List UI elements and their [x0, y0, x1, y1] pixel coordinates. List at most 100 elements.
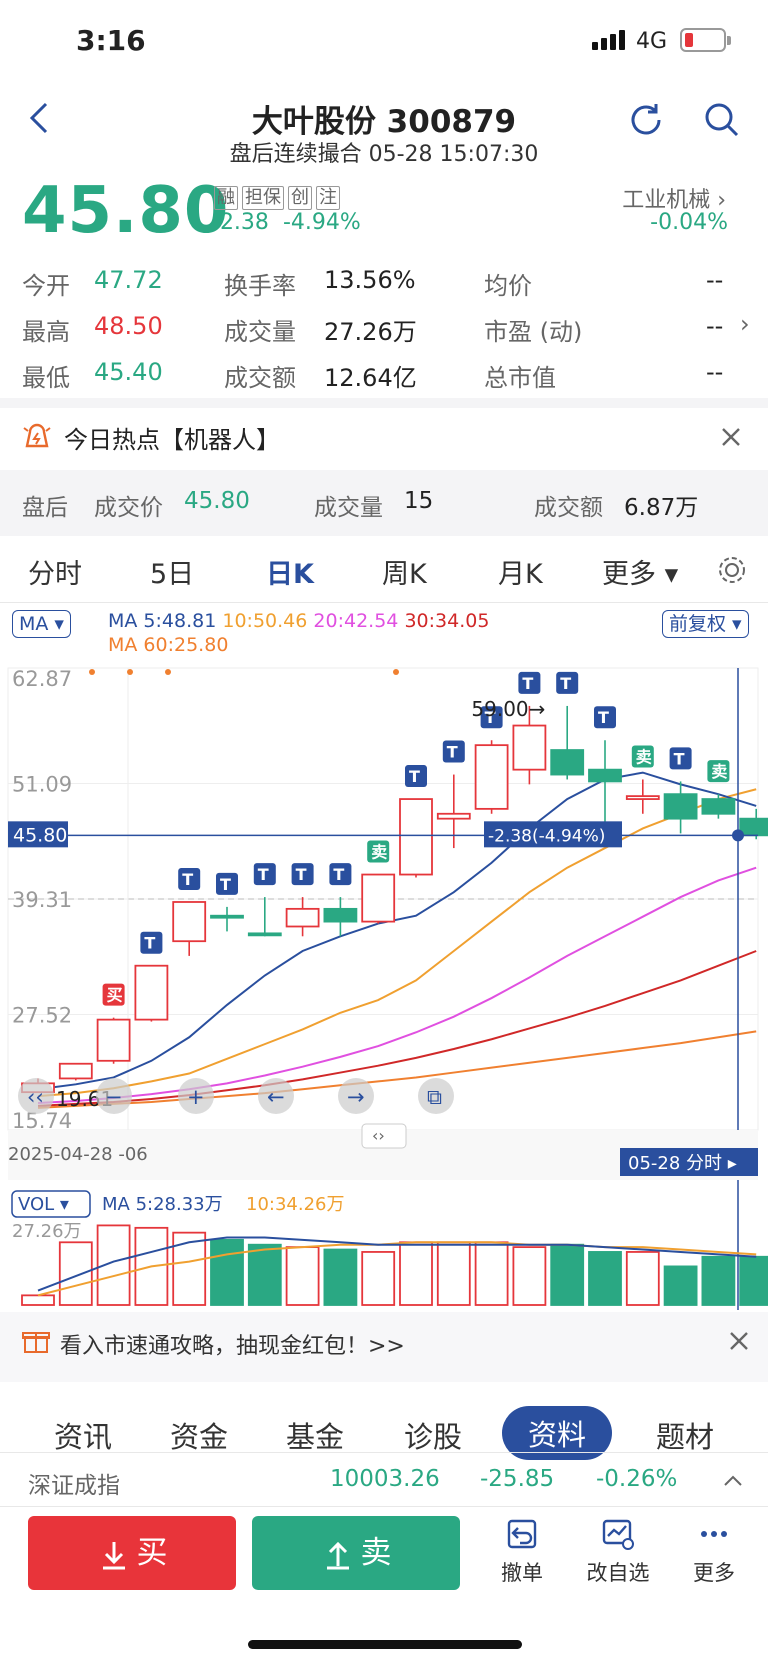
page-subtitle: 盘后连续撮合 05-28 15:07:30 — [229, 142, 539, 167]
chart-tool-button — [18, 1078, 54, 1114]
tag: 担保 — [242, 186, 284, 210]
signal-badge — [140, 931, 163, 954]
tab-diagnosis[interactable]: 诊股 — [404, 1420, 463, 1454]
candle-body — [134, 964, 169, 1021]
signal-badge — [631, 745, 654, 768]
drag-handle-glyph: ‹› — [372, 1126, 385, 1145]
candle-body — [323, 907, 358, 923]
tabs-divider — [0, 602, 768, 603]
after-price-value: 45.80 — [184, 488, 250, 514]
candle-body — [247, 932, 282, 937]
signal-badge — [442, 740, 465, 763]
high-label: 最高 — [22, 318, 70, 346]
cancel-order-button[interactable]: 撤单 — [482, 1516, 562, 1587]
undo-icon — [507, 1519, 537, 1549]
volume-bar — [474, 1241, 509, 1306]
trade-actions: 买 卖 撤单 改自选 更多 — [0, 1508, 768, 1628]
vol-selector-label: VOL ▾ — [18, 1194, 69, 1215]
signal-label: T — [333, 865, 344, 884]
signal-badge — [669, 747, 692, 770]
low-value: 45.40 — [94, 358, 163, 386]
price-tag — [8, 821, 68, 848]
more-button[interactable]: 更多 — [674, 1516, 754, 1587]
refresh-icon[interactable] — [626, 100, 666, 144]
tab-daily-k[interactable]: 日K — [266, 559, 314, 590]
tab-news[interactable]: 资讯 — [54, 1420, 113, 1454]
tab-more[interactable]: 更多 ▾ — [602, 559, 679, 590]
volume-bar — [285, 1246, 320, 1306]
close-banner-icon[interactable] — [728, 1330, 750, 1356]
index-divider-top — [0, 1452, 768, 1453]
y-tick-label: 15.74 — [12, 1109, 72, 1133]
chart-tool-button — [258, 1078, 294, 1114]
promo-text[interactable]: 看入市速通攻略，抽现金红包！>> — [60, 1334, 405, 1359]
chevron-up-icon[interactable] — [722, 1468, 744, 1494]
vol-ma5-line — [37, 1236, 757, 1292]
chart-tool-glyph: → — [347, 1085, 365, 1109]
signal-badge — [253, 863, 276, 886]
volume-bar — [739, 1255, 768, 1306]
tag: 创 — [288, 186, 312, 210]
signal-badge — [405, 765, 427, 788]
promo-banner — [0, 1312, 768, 1382]
alarm-icon — [22, 420, 52, 454]
tab-profile[interactable]: 资料 — [502, 1406, 613, 1460]
signal-label: T — [220, 875, 231, 894]
info-tabs: 资讯 资金 基金 诊股 资料 题材 — [0, 1400, 768, 1460]
ma-values: MA 5:48.81 10:50.46 20:42.54 30:34.05 — [108, 610, 490, 632]
signal-badge — [707, 760, 730, 783]
close-icon[interactable] — [720, 426, 742, 452]
edit-watchlist-button[interactable]: 改自选 — [578, 1516, 658, 1587]
signal-label: T — [598, 708, 609, 727]
chevron-right-icon[interactable]: › — [740, 310, 750, 338]
chart-tool-button — [96, 1078, 132, 1114]
signal-label: T — [182, 870, 193, 889]
candle-body — [436, 812, 471, 820]
buy-button[interactable]: 买 — [28, 1516, 236, 1590]
ma20-line — [37, 866, 757, 1104]
tab-fenshi[interactable]: 分时 — [28, 559, 82, 590]
page-title: 大叶股份 300879 — [251, 104, 517, 140]
current-price: 45.80 — [22, 174, 230, 248]
start-date-label: 2025-04-28 -06 — [8, 1144, 148, 1165]
index-change: -25.85 — [480, 1466, 555, 1492]
tab-monthly-k[interactable]: 月K — [498, 559, 543, 590]
change-tag — [484, 821, 622, 848]
tab-weekly-k[interactable]: 周K — [382, 559, 427, 590]
vol-ma10-line — [37, 1241, 757, 1297]
industry-link[interactable]: 工业机械 › — [622, 188, 726, 213]
event-dot — [89, 669, 95, 675]
signal-badge — [216, 872, 238, 895]
settings-icon[interactable] — [716, 554, 748, 593]
sell-button[interactable]: 卖 — [252, 1516, 460, 1590]
after-amt-label: 成交额 — [534, 495, 603, 521]
status-bar: 3:16 4G — [0, 0, 768, 88]
signal-label: 卖 — [371, 843, 387, 862]
back-icon[interactable] — [24, 98, 54, 142]
candle-body — [588, 768, 622, 783]
signal-label: T — [296, 865, 307, 884]
hot-topic-text[interactable]: 今日热点【机器人】 — [64, 426, 280, 454]
low-label: 最低 — [22, 364, 70, 392]
tab-theme[interactable]: 题材 — [656, 1420, 715, 1454]
ma-selector[interactable]: MA ▾ — [12, 610, 71, 638]
high-value: 48.50 — [94, 312, 163, 340]
amount-value: 12.64亿 — [324, 364, 417, 392]
candle-body — [663, 793, 698, 820]
index-value: 10003.26 — [330, 1466, 440, 1492]
high-marker: 59.00→ — [471, 697, 545, 721]
candle-body — [625, 795, 660, 800]
pe-label: 市盈 (动) — [484, 318, 583, 346]
index-bar[interactable]: 深证成指 10003.26 -25.85 -0.26% — [0, 1452, 768, 1508]
ma10-line — [37, 788, 757, 1098]
tab-funds-flow[interactable]: 资金 — [170, 1420, 229, 1454]
tab-fund[interactable]: 基金 — [286, 1420, 345, 1454]
kline-chart[interactable]: 62.87 51.09 39.31 27.52 15.74 买 T T T T T T 卖 T T T T T T 卖… — [0, 660, 768, 1310]
candle-body — [512, 724, 547, 771]
search-icon[interactable] — [702, 100, 742, 144]
tab-5day[interactable]: 5日 — [150, 559, 195, 590]
crosshair-dot — [732, 829, 744, 842]
battery-icon — [680, 28, 731, 52]
adjust-selector[interactable]: 前复权 ▾ — [662, 610, 749, 638]
volume-bar — [663, 1265, 698, 1306]
